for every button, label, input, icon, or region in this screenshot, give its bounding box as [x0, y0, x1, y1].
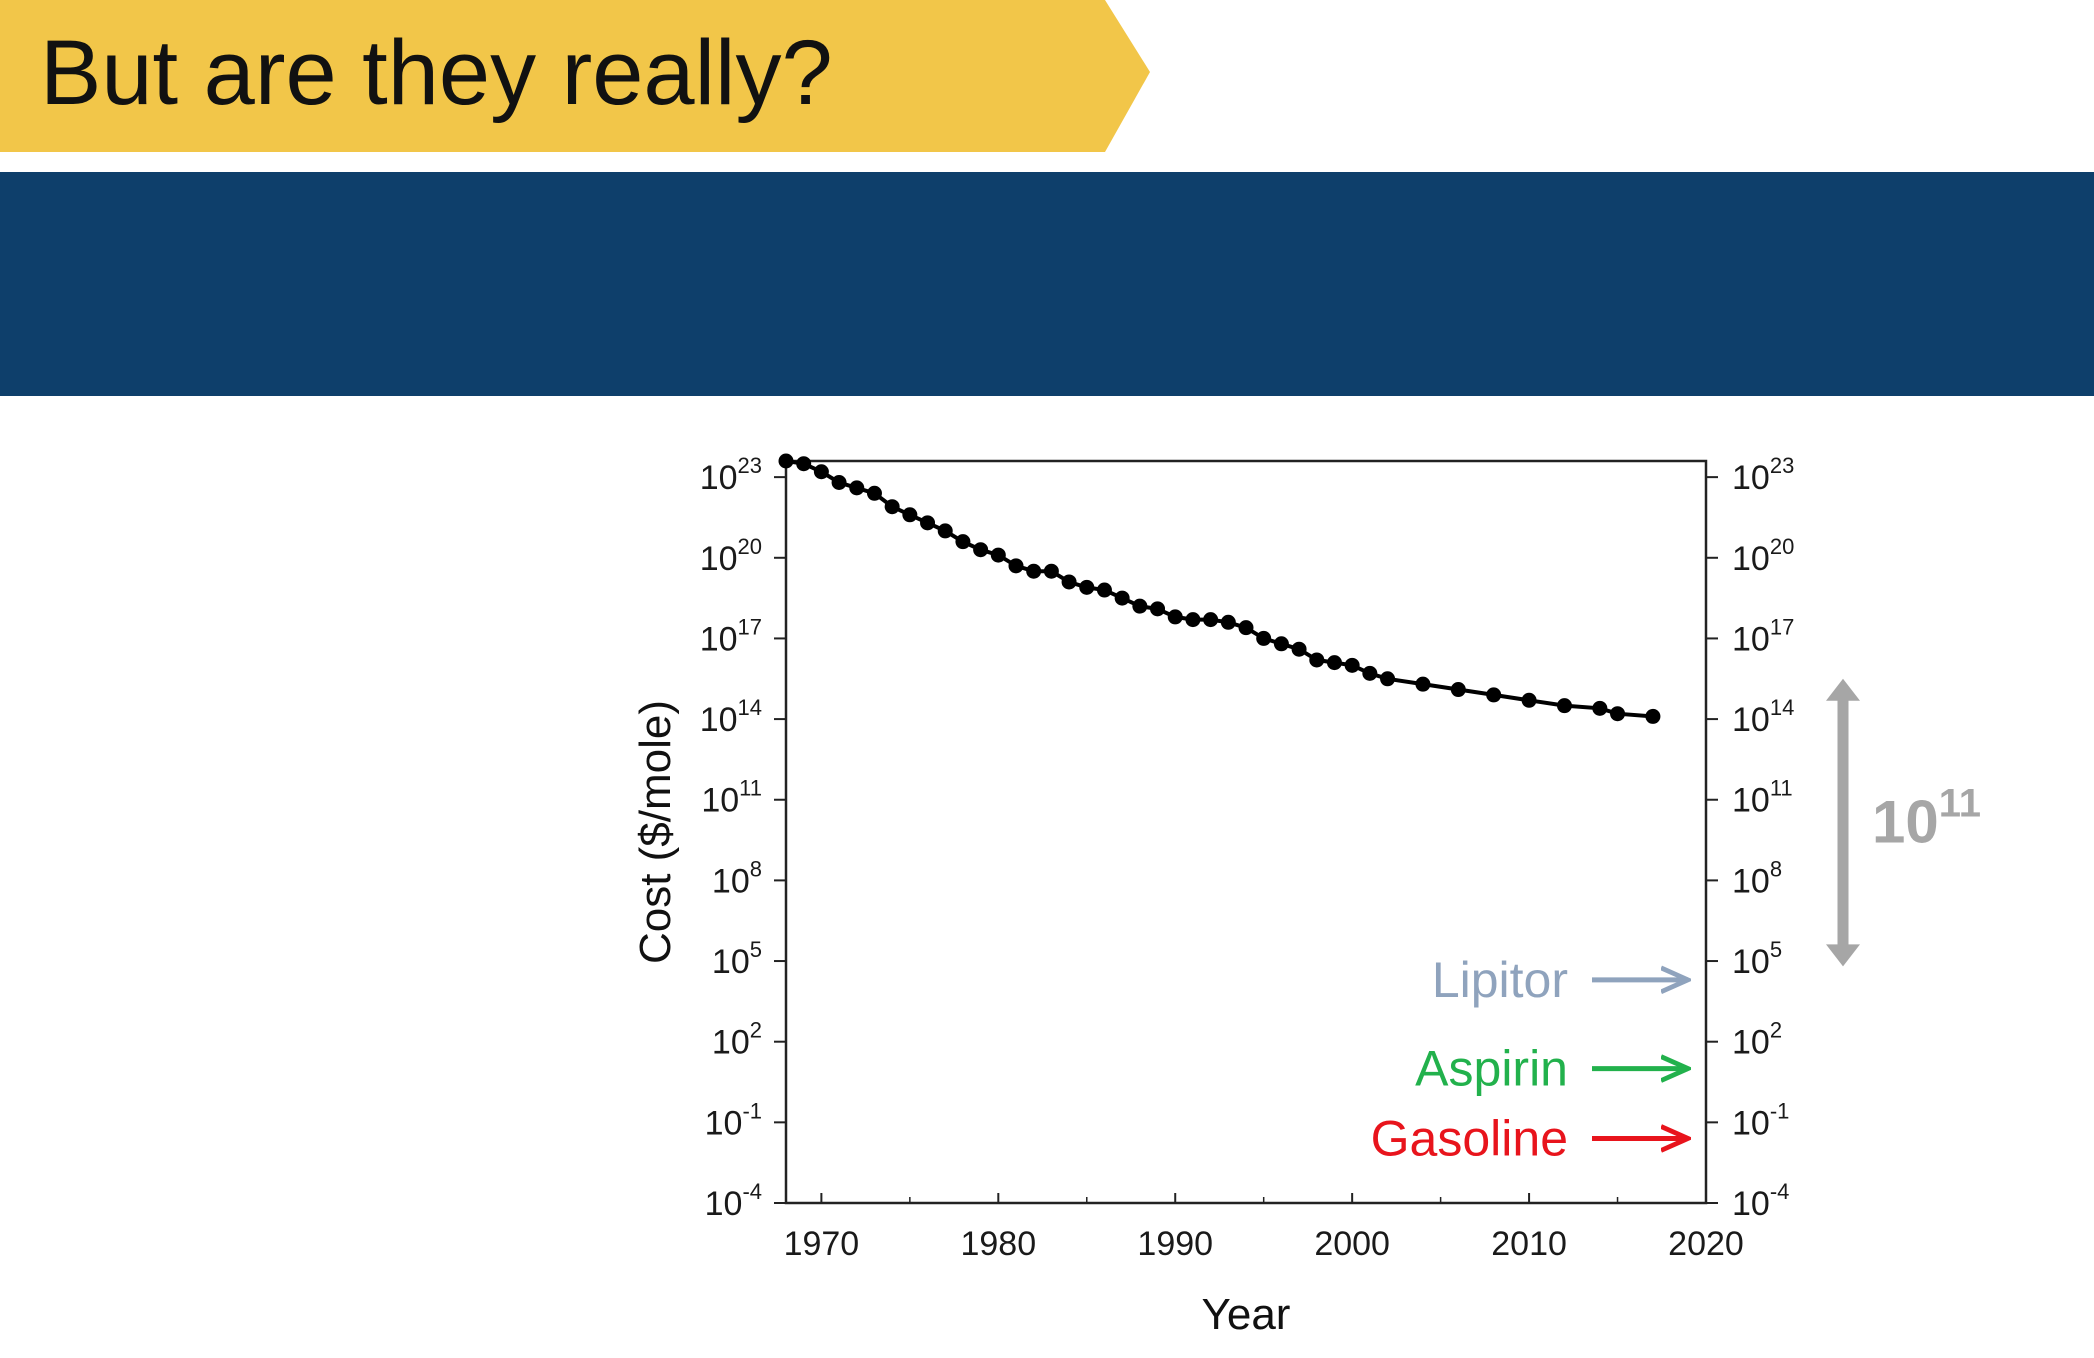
data-point: [1556, 698, 1572, 714]
magnitude-arrow-head-down: [1826, 944, 1860, 967]
data-point: [955, 534, 971, 550]
banner-chevron-shape: [0, 0, 1150, 152]
y-tick-label-right: 1014: [1732, 695, 1794, 739]
y-tick-label-left: 1020: [700, 534, 762, 578]
data-point: [1220, 614, 1236, 630]
x-axis-title: Year: [1202, 1290, 1291, 1339]
data-point: [778, 453, 794, 469]
data-point: [1592, 700, 1608, 716]
data-point: [1521, 692, 1537, 708]
y-tick-label-right: 108: [1732, 856, 1782, 900]
data-point: [1291, 641, 1307, 657]
data-point: [1256, 630, 1272, 646]
data-point: [813, 464, 829, 480]
data-point: [884, 499, 900, 515]
data-point: [937, 523, 953, 539]
y-tick-label-right: 102: [1732, 1018, 1782, 1062]
x-tick-label: 2000: [1314, 1225, 1390, 1263]
reference-arrows: Lipitor Aspirin Gasoline: [1371, 952, 1688, 1166]
title-banner: But are they really?: [0, 0, 1152, 152]
data-point: [1610, 706, 1626, 722]
data-point: [796, 456, 812, 472]
y-tick-label-left: 10-1: [705, 1098, 762, 1142]
reference-label-lipitor: Lipitor: [1432, 952, 1568, 1008]
y-tick-label-left: 1011: [701, 776, 762, 820]
data-point: [1096, 582, 1112, 598]
reference-label-gasoline: Gasoline: [1371, 1110, 1568, 1166]
data-point: [1008, 558, 1024, 574]
x-tick-label: 1970: [784, 1225, 860, 1263]
magnitude-arrow-head-up: [1826, 678, 1860, 701]
data-point: [1150, 601, 1166, 617]
magnitude-annotation: 1011: [1826, 678, 1981, 967]
data-point: [1486, 687, 1502, 703]
data-point: [1061, 574, 1077, 590]
y-tick-label-left: 1023: [700, 453, 762, 497]
data-point: [1238, 620, 1254, 636]
data-point: [1450, 682, 1466, 698]
x-tick-label: 2020: [1668, 1225, 1744, 1263]
x-tick-label: 1980: [960, 1225, 1036, 1263]
y-tick-label-left: 10-4: [705, 1179, 762, 1223]
y-tick-label-right: 105: [1732, 937, 1782, 981]
data-point: [1326, 655, 1342, 671]
y-tick-label-left: 1014: [700, 695, 762, 739]
y-axis-title: Cost ($/mole): [631, 700, 680, 964]
chart-series: [778, 453, 1661, 724]
data-point: [1114, 590, 1130, 606]
y-tick-label-left: 105: [712, 937, 762, 981]
data-point: [831, 475, 847, 491]
y-tick-label-left: 102: [712, 1018, 762, 1062]
y-tick-label-right: 1023: [1732, 453, 1794, 497]
data-point: [1079, 579, 1095, 595]
series-line: [785, 459, 1654, 719]
data-point: [1344, 657, 1360, 673]
data-point: [1362, 665, 1378, 681]
data-point: [973, 542, 989, 558]
header-band: [0, 172, 2094, 396]
data-point: [1415, 676, 1431, 692]
data-point: [849, 480, 865, 496]
data-point: [1026, 563, 1042, 579]
data-point: [990, 547, 1006, 563]
plot-frame: [784, 459, 1708, 1205]
data-point: [1132, 598, 1148, 614]
y-tick-label-right: 1011: [1732, 776, 1793, 820]
data-point: [1167, 609, 1183, 625]
data-point: [1043, 563, 1059, 579]
y-tick-label-right: 1017: [1732, 614, 1794, 658]
data-point: [902, 507, 918, 523]
data-point: [1273, 636, 1289, 652]
data-point: [1203, 612, 1219, 628]
y-tick-label-right: 10-4: [1732, 1179, 1789, 1223]
data-point: [1309, 652, 1325, 668]
x-tick-label: 1990: [1137, 1225, 1213, 1263]
data-point: [1645, 708, 1661, 724]
data-point: [920, 515, 936, 531]
data-point: [1380, 671, 1396, 687]
slide-title: But are they really?: [40, 22, 833, 124]
x-tick-label: 2010: [1491, 1225, 1567, 1263]
magnitude-label: 1011: [1872, 782, 1981, 856]
data-point: [866, 485, 882, 501]
data-point: [1185, 612, 1201, 628]
reference-label-aspirin: Aspirin: [1415, 1041, 1568, 1097]
y-tick-label-right: 10-1: [1732, 1098, 1789, 1142]
y-tick-label-left: 1017: [700, 614, 762, 658]
y-tick-label-right: 1020: [1732, 534, 1794, 578]
y-tick-label-left: 108: [712, 856, 762, 900]
